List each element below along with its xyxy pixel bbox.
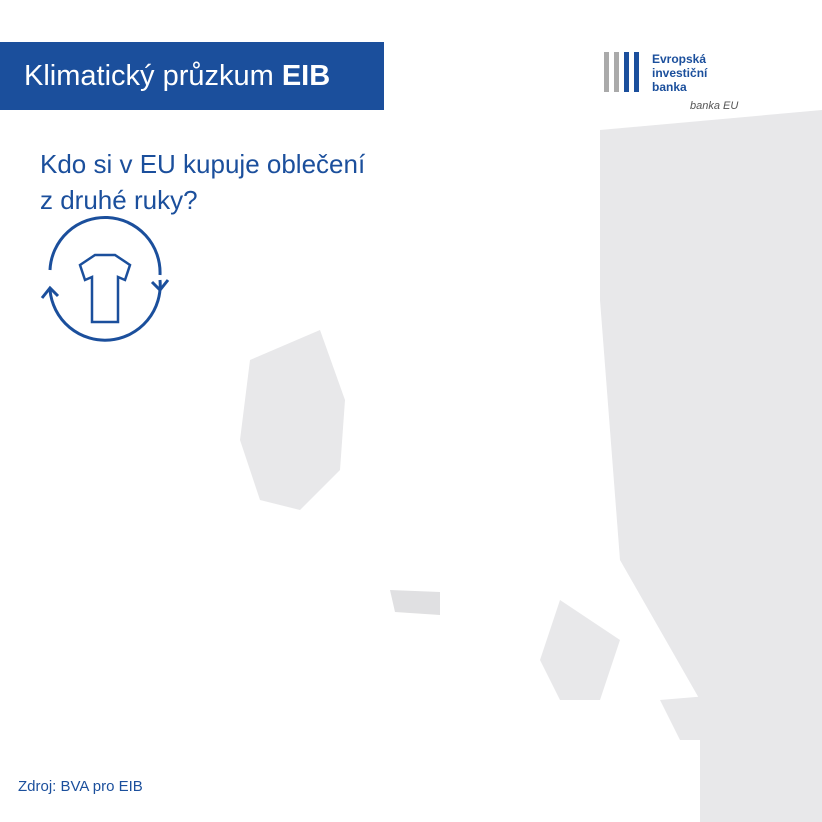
land xyxy=(390,590,440,615)
header: Klimatický průzkum EIB xyxy=(0,42,384,110)
question-line: Kdo si v EU kupuje oblečení xyxy=(40,149,366,179)
logo-line: Evropská xyxy=(652,52,707,66)
land xyxy=(660,690,780,740)
title-emphasis: EIB xyxy=(281,60,331,92)
logo: Evropská investiční banka xyxy=(652,52,707,94)
logo-line: banka xyxy=(652,80,687,94)
land xyxy=(240,330,345,510)
question-line: z druhé ruky? xyxy=(40,185,198,215)
logo-mark xyxy=(604,52,639,92)
question: Kdo si v EU kupuje oblečení z druhé ruky… xyxy=(40,146,365,218)
title: Klimatický průzkum xyxy=(24,60,274,92)
land xyxy=(540,600,620,700)
logo-tagline: banka EU xyxy=(690,100,739,112)
source: Zdroj: BVA pro EIB xyxy=(18,778,143,795)
logo-line: investiční xyxy=(652,66,708,80)
icon xyxy=(40,216,170,342)
land xyxy=(600,110,822,822)
